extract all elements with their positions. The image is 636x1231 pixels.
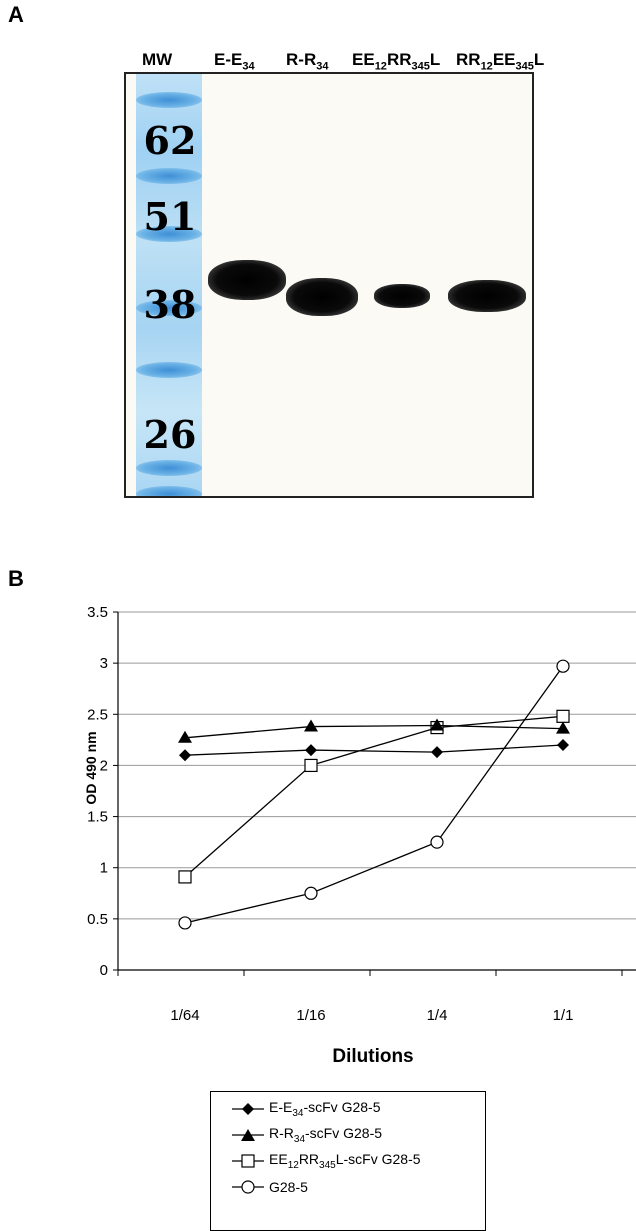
legend-symbol (241, 1129, 255, 1141)
data-point (178, 916, 192, 930)
grid-lines (118, 611, 636, 920)
marker-band (136, 226, 202, 242)
legend-marker (232, 1154, 264, 1168)
series-4 (178, 659, 570, 930)
lane-header-1: E-E34 (214, 50, 255, 73)
mw-marker-38: 38 (143, 282, 197, 327)
marker-band (136, 486, 202, 496)
legend-label-4: G28-5 (269, 1179, 308, 1195)
mw-marker-26: 26 (143, 412, 197, 457)
legend-marker (232, 1180, 264, 1194)
series-line (184, 744, 564, 756)
legend-symbol (241, 1154, 255, 1168)
western-blot-image: 62 51 38 26 (124, 72, 534, 498)
data-point (431, 746, 443, 759)
x-tick-label: 1/4 (427, 1007, 448, 1024)
data-point (304, 758, 318, 773)
series-1 (179, 738, 569, 762)
data-point (178, 870, 192, 884)
marker-band (136, 92, 202, 108)
legend-item-1: E-E34-scFv G28-5 (231, 1097, 380, 1121)
x-axis-title: Dilutions (332, 1046, 413, 1067)
series-2 (178, 718, 570, 743)
data-point (556, 709, 570, 723)
mw-ladder-lane (136, 74, 202, 496)
y-tick-label: 2.5 (87, 706, 108, 723)
panel-a-label: A (8, 2, 24, 27)
od-dilution-line-chart: 0 0.5 1 1.5 2 2.5 3 3.5 1/64 1/16 1/4 1/1 OD 490 nm… (83, 604, 636, 1067)
mw-header: MW (142, 50, 173, 69)
series-layer (178, 659, 570, 930)
data-point (430, 835, 444, 849)
legend-label-3: EE12RR345L-scFv G28-5 (269, 1151, 421, 1171)
data-point (557, 738, 569, 751)
legend-item-2: R-R34-scFv G28-5 (231, 1123, 382, 1147)
marker-band (136, 362, 202, 378)
lane-header-3: EE12RR345L (352, 50, 441, 73)
y-axis-title: OD 490 nm (83, 731, 99, 804)
legend-symbol (241, 1180, 255, 1194)
legend-item-4: G28-5 (231, 1175, 308, 1199)
lane-header-4: RR12EE345L (456, 50, 545, 73)
y-tick-label: 0 (100, 962, 108, 979)
blot-band-lane-4 (448, 280, 526, 312)
legend-item-3: EE12RR345L-scFv G28-5 (231, 1149, 421, 1173)
data-point (179, 749, 191, 762)
chart-legend: E-E34-scFv G28-5 R-R34-scFv G28-5 EE12RR… (210, 1091, 486, 1231)
marker-band (136, 300, 202, 316)
y-tick-label: 2 (100, 757, 108, 774)
legend-symbol (242, 1103, 254, 1115)
data-point (304, 886, 318, 900)
legend-marker (232, 1103, 264, 1115)
blot-band-lane-1 (208, 260, 286, 300)
legend-label-1: E-E34-scFv G28-5 (269, 1099, 381, 1119)
blot-band-lane-2 (286, 278, 358, 316)
legend-label-2: R-R34-scFv G28-5 (269, 1125, 383, 1145)
y-tick-label: 0.5 (87, 911, 108, 928)
x-tick-label: 1/16 (296, 1007, 325, 1024)
series-3 (178, 709, 570, 884)
y-tick-label: 3 (100, 655, 108, 672)
marker-band (136, 168, 202, 184)
x-tick-label: 1/64 (170, 1007, 199, 1024)
y-tick-label: 1 (100, 860, 108, 877)
series-line (184, 665, 564, 924)
series-line (184, 715, 564, 878)
lane-header-2: R-R34 (286, 50, 329, 73)
data-point (305, 744, 317, 757)
blot-band-lane-3 (374, 284, 430, 308)
mw-marker-51: 51 (143, 194, 197, 239)
data-point (556, 721, 570, 734)
data-point (178, 730, 192, 743)
marker-band (136, 460, 202, 476)
y-tick-label: 1.5 (87, 809, 108, 826)
chart-axes: 0 0.5 1 1.5 2 2.5 3 3.5 1/64 1/16 1/4 1/1 (87, 604, 636, 1024)
y-tick-label: 3.5 (87, 604, 108, 621)
data-point (430, 718, 444, 731)
x-tick-label: 1/1 (553, 1007, 574, 1024)
mw-marker-62: 62 (143, 118, 197, 163)
panel-b-label: B (8, 566, 24, 591)
legend-marker (232, 1129, 264, 1141)
series-line (184, 724, 564, 739)
data-point (304, 719, 318, 732)
data-point (556, 659, 570, 673)
